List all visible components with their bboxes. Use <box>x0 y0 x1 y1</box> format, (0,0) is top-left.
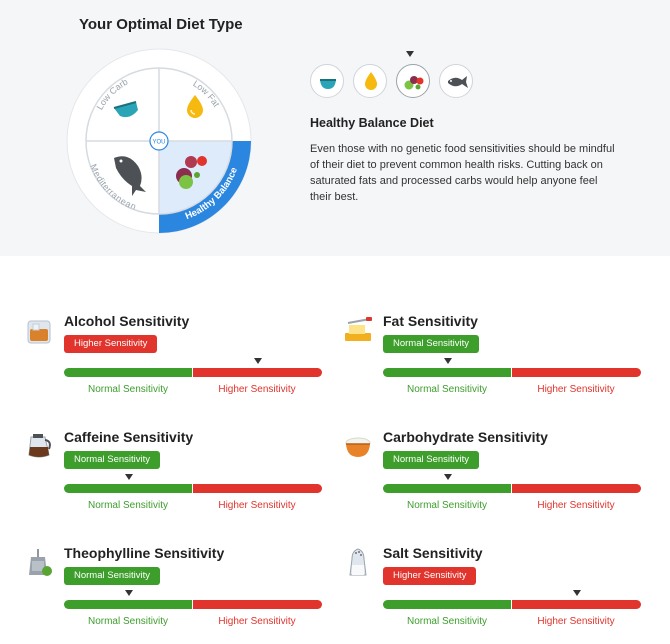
sensitivity-scale-bar <box>383 600 641 609</box>
sensitivity-badge: Higher Sensitivity <box>64 335 158 353</box>
tea-bag-icon <box>29 549 52 576</box>
scale-normal-label: Normal Sensitivity <box>87 384 169 395</box>
sensitivity-title: Theophylline Sensitivity <box>64 545 225 561</box>
butter-icon <box>345 317 372 341</box>
glass-icon <box>27 320 51 344</box>
sensitivity-scale-bar <box>383 368 641 377</box>
oil-drop-icon[interactable] <box>353 64 387 98</box>
wheel-selected-ring <box>159 141 251 233</box>
scale-higher-label: Higher Sensitivity <box>218 616 296 627</box>
bowl-icon <box>113 101 138 118</box>
vegetables-icon <box>176 156 207 189</box>
rice-bowl-icon <box>345 437 371 457</box>
sensitivity-pointer <box>572 590 581 596</box>
sensitivity-pointer <box>443 358 452 364</box>
diet-wheel: Low Carb Low Fat Mediterranean Healthy B… <box>66 48 252 234</box>
salt-shaker-icon <box>349 548 367 576</box>
salt-sensitivity-card: Salt Sensitivity Higher Sensitivity Norm… <box>344 545 641 644</box>
scale-higher-label: Higher Sensitivity <box>218 500 296 511</box>
coffee-pot-icon <box>28 434 51 458</box>
sensitivity-badge: Normal Sensitivity <box>383 451 480 469</box>
scale-higher-label: Higher Sensitivity <box>537 616 615 627</box>
alcohol-sensitivity-card: Alcohol Sensitivity Higher Sensitivity N… <box>25 313 322 423</box>
fish-icon[interactable] <box>439 64 473 98</box>
sensitivity-scale-bar <box>64 368 322 377</box>
sensitivity-scale-bar <box>64 484 322 493</box>
scale-normal-label: Normal Sensitivity <box>406 500 488 511</box>
sensitivity-badge: Normal Sensitivity <box>383 335 480 353</box>
sensitivity-badge: Normal Sensitivity <box>64 567 161 585</box>
sensitivity-scale-bar <box>383 484 641 493</box>
sensitivity-title: Fat Sensitivity <box>383 313 478 329</box>
sensitivity-title: Alcohol Sensitivity <box>64 313 190 329</box>
sensitivity-pointer <box>443 474 452 480</box>
diet-title: Healthy Balance Diet <box>310 116 434 130</box>
carbohydrate-sensitivity-card: Carbohydrate Sensitivity Normal Sensitiv… <box>344 429 641 539</box>
sensitivity-title: Caffeine Sensitivity <box>64 429 194 445</box>
scale-normal-label: Normal Sensitivity <box>87 616 169 627</box>
sensitivity-scale-bar <box>64 600 322 609</box>
scale-normal-label: Normal Sensitivity <box>406 616 488 627</box>
scale-higher-label: Higher Sensitivity <box>537 384 615 395</box>
scale-higher-label: Higher Sensitivity <box>537 500 615 511</box>
selected-diet-pointer <box>406 51 414 57</box>
fat-sensitivity-card: Fat Sensitivity Normal Sensitivity Norma… <box>344 313 641 423</box>
scale-normal-label: Normal Sensitivity <box>406 384 488 395</box>
fish-icon <box>114 156 146 196</box>
sensitivity-title: Carbohydrate Sensitivity <box>383 429 548 445</box>
you-marker: YOU <box>152 140 165 146</box>
sensitivity-badge: Normal Sensitivity <box>64 451 161 469</box>
page-title: Your Optimal Diet Type <box>79 16 243 33</box>
scale-normal-label: Normal Sensitivity <box>87 500 169 511</box>
bowl-icon[interactable] <box>310 64 344 98</box>
oil-drop-icon <box>187 95 203 118</box>
sensitivity-title: Salt Sensitivity <box>383 545 483 561</box>
theophylline-sensitivity-card: Theophylline Sensitivity Normal Sensitiv… <box>25 545 322 644</box>
scale-higher-label: Higher Sensitivity <box>218 384 296 395</box>
sensitivity-pointer <box>253 358 262 364</box>
sensitivity-pointer <box>124 590 133 596</box>
caffeine-sensitivity-card: Caffeine Sensitivity Normal Sensitivity … <box>25 429 322 539</box>
diet-description: Even those with no genetic food sensitiv… <box>310 143 615 203</box>
vegetables-icon[interactable] <box>396 64 430 98</box>
sensitivity-pointer <box>124 474 133 480</box>
sensitivity-badge: Higher Sensitivity <box>383 567 477 585</box>
